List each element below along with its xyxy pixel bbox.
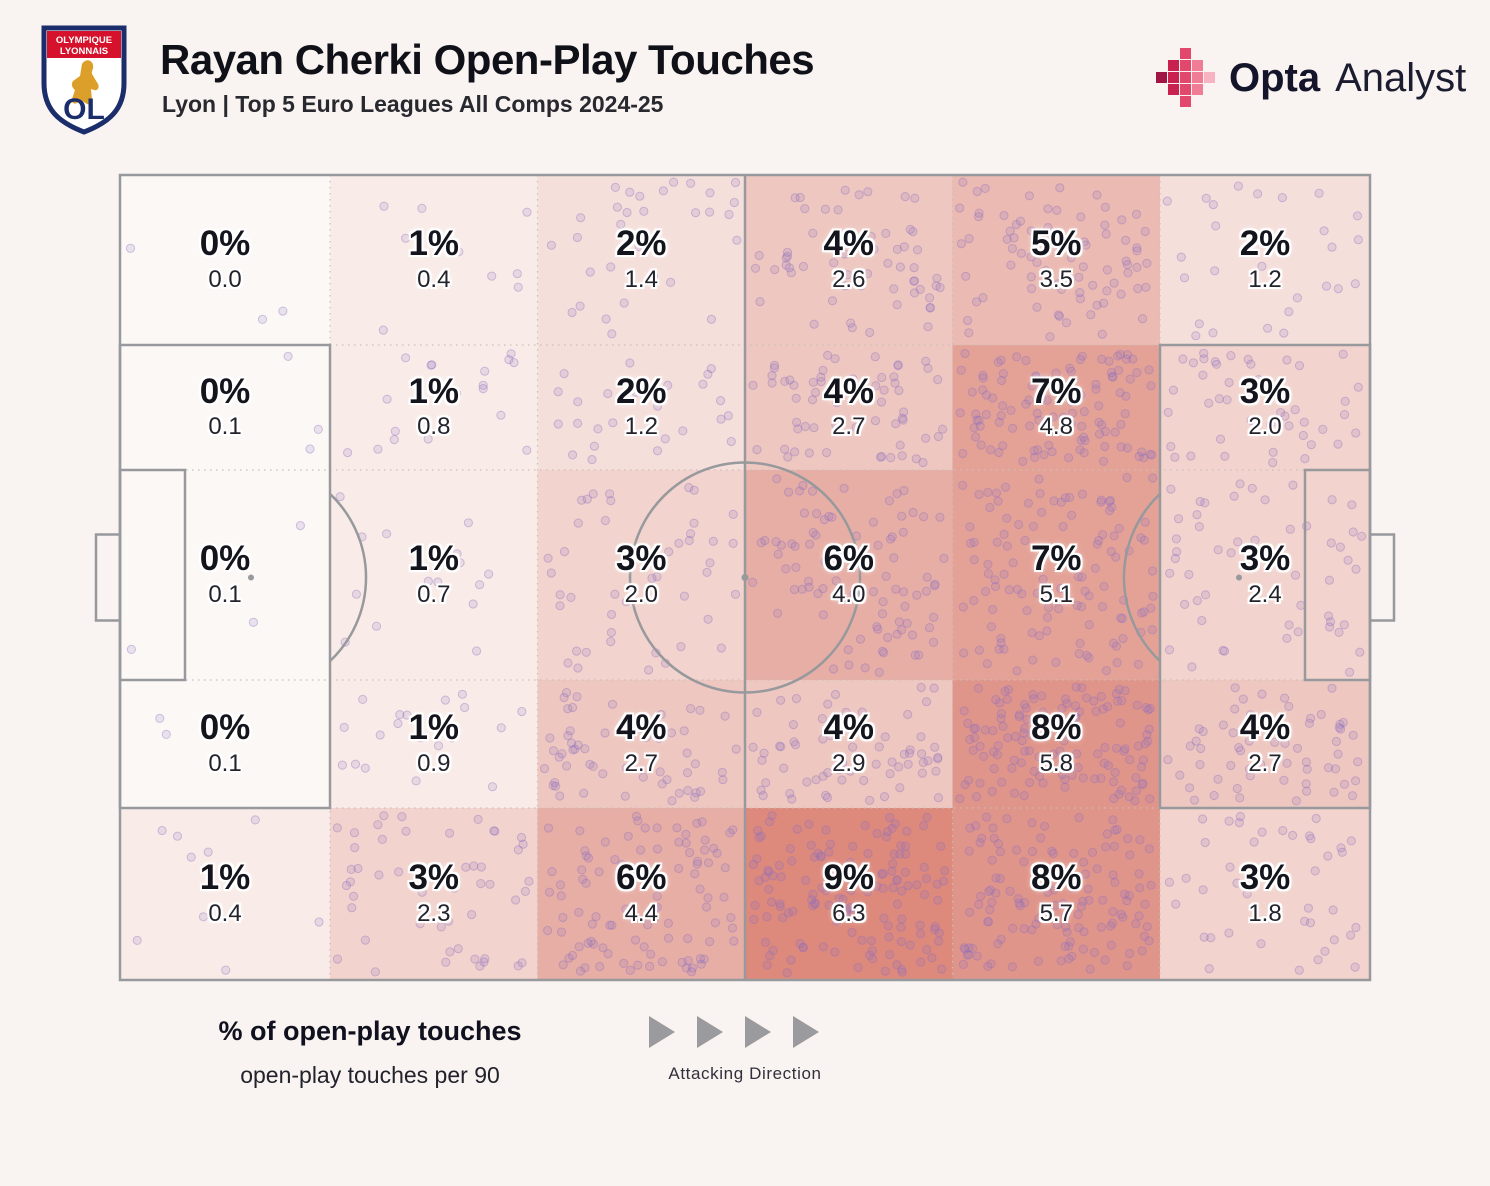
zone-cell <box>1160 808 1370 980</box>
brand-suffix: Analyst <box>1335 55 1467 100</box>
zone-cell <box>1160 345 1370 470</box>
zone-cell <box>330 470 538 680</box>
zone-cell <box>330 175 538 345</box>
zone-cell <box>537 345 745 470</box>
legend-primary-label: % of open-play touches <box>218 1016 522 1046</box>
legend-secondary-label: open-play touches per 90 <box>240 1062 500 1088</box>
attacking-direction: Attacking Direction <box>590 1014 900 1084</box>
zone-cell <box>537 808 745 980</box>
legend: % of open-play touches open-play touches… <box>140 1016 600 1089</box>
zone-cell <box>1160 175 1370 345</box>
zone-cell <box>745 175 953 345</box>
zone-cell <box>120 470 330 680</box>
zone-cell <box>745 470 953 680</box>
zone-cell <box>745 345 953 470</box>
zone-cell <box>745 680 953 808</box>
badge-initials: OL <box>63 93 105 126</box>
attacking-direction-arrows <box>649 1016 819 1048</box>
zone-cell <box>952 470 1160 680</box>
zone-cell <box>745 808 953 980</box>
pitch <box>94 173 1396 982</box>
zone-cell <box>537 680 745 808</box>
club-badge: OLYMPIQUE LYONNAIS OL <box>41 25 127 135</box>
badge-lion-icon <box>71 60 99 105</box>
page-title: Rayan Cherki Open-Play Touches <box>160 36 815 83</box>
zone-cell <box>120 808 330 980</box>
zone-cell <box>120 345 330 470</box>
zone-cell <box>952 680 1160 808</box>
zone-cell <box>330 345 538 470</box>
badge-red-band <box>47 31 121 58</box>
zone-cell <box>952 175 1160 345</box>
attacking-direction-label: Attacking Direction <box>668 1064 822 1083</box>
page-subtitle: Lyon | Top 5 Euro Leagues All Comps 2024… <box>162 91 664 117</box>
zone-cell <box>952 345 1160 470</box>
pitch-spots <box>248 574 1242 581</box>
touch-dots-layer <box>125 177 1367 978</box>
opta-pixel-icon <box>1156 48 1215 107</box>
zone-fill-layer <box>120 175 1370 980</box>
zone-cell <box>537 470 745 680</box>
zone-cell <box>120 175 330 345</box>
zone-cell <box>1160 680 1370 808</box>
brand-name: Opta <box>1229 55 1321 100</box>
opta-analyst-logo: Opta Analyst <box>1156 48 1466 108</box>
zone-cell <box>120 680 330 808</box>
zone-cell <box>537 175 745 345</box>
zone-cell <box>952 808 1160 980</box>
badge-text-line2: LYONNAIS <box>60 46 108 57</box>
badge-text-line1: OLYMPIQUE <box>56 35 112 46</box>
zone-cell <box>330 808 538 980</box>
zone-cell <box>1160 470 1370 680</box>
zone-cell <box>330 680 538 808</box>
